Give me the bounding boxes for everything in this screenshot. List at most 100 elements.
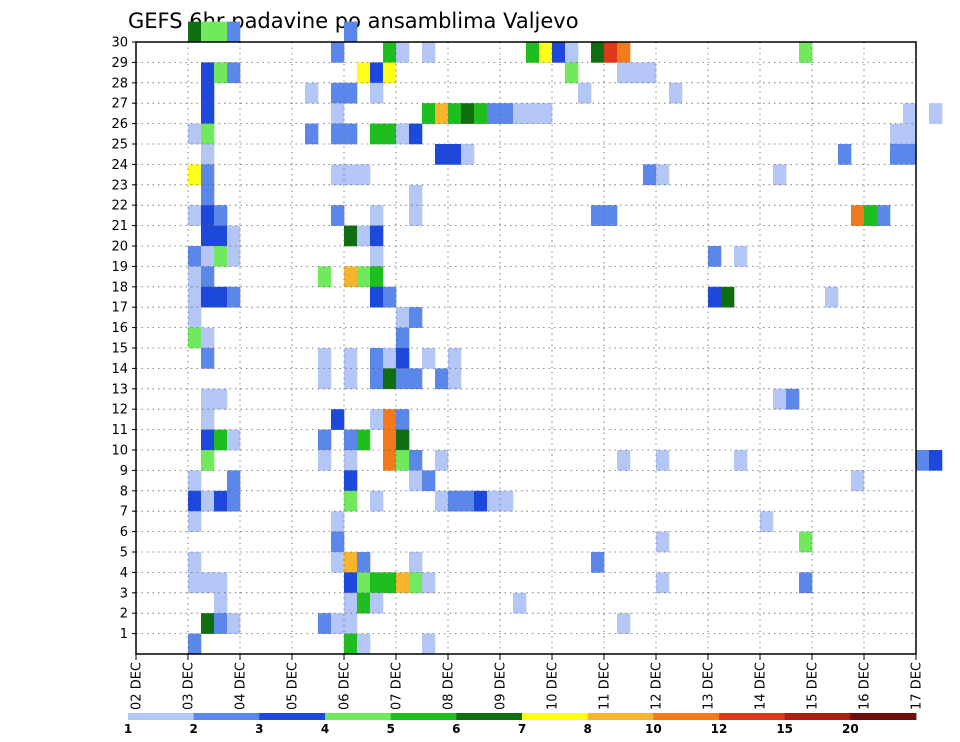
x-tick-label: 09 DEC (494, 662, 509, 710)
heatmap-cell (617, 450, 631, 471)
heatmap-cell (331, 42, 345, 63)
y-tick-label: 20 (111, 240, 128, 255)
heatmap-cell (214, 21, 228, 43)
heatmap-cell (851, 470, 865, 492)
heatmap-cell (227, 62, 241, 84)
heatmap-cell (188, 490, 202, 512)
heatmap-cell (422, 572, 436, 594)
heatmap-cell (318, 429, 332, 451)
heatmap-cell (188, 123, 202, 145)
heatmap-cell (396, 348, 410, 369)
x-tick-label: 08 DEC (442, 662, 457, 710)
heatmap-cell (214, 205, 228, 226)
heatmap-cell (409, 368, 423, 390)
y-tick-label: 4 (120, 566, 128, 581)
y-tick-label: 9 (120, 464, 128, 479)
x-tick-label: 04 DEC (234, 662, 249, 710)
heatmap-cell (214, 490, 228, 512)
heatmap-cell (188, 633, 202, 655)
x-tick-label: 13 DEC (702, 662, 717, 710)
colorbar-label: 5 (386, 722, 394, 736)
heatmap-cell (214, 388, 228, 410)
heatmap-cell (201, 21, 215, 43)
heatmap-cell (370, 286, 384, 308)
heatmap-cell (318, 613, 332, 634)
x-tick-label: 10 DEC (546, 662, 561, 710)
heatmap-cell (383, 409, 397, 430)
heatmap-cell (188, 307, 202, 328)
colorbar-swatch (325, 713, 392, 720)
heatmap-cell (331, 531, 345, 553)
y-tick-label: 14 (111, 362, 128, 377)
heatmap-cell (331, 613, 345, 634)
heatmap-cell (201, 103, 215, 124)
heatmap-cell (864, 205, 878, 226)
heatmap-cell (422, 42, 436, 63)
heatmap-cell (344, 592, 358, 614)
heatmap-cell (201, 572, 215, 594)
y-tick-label: 26 (111, 117, 128, 132)
heatmap-cell (357, 266, 371, 288)
x-tick-label: 06 DEC (338, 662, 353, 710)
heatmap-cell (370, 82, 384, 104)
heatmap-cell (214, 572, 228, 594)
heatmap-cell (513, 592, 527, 614)
heatmap-cell (643, 164, 657, 186)
heatmap-cell (227, 613, 241, 634)
heatmap-cell (396, 327, 410, 349)
colorbar-swatch (259, 713, 326, 720)
heatmap-cell (383, 42, 397, 63)
heatmap-cell (227, 490, 241, 512)
y-tick-label: 19 (111, 260, 128, 275)
heatmap-cell (201, 123, 215, 145)
heatmap-cell (331, 123, 345, 145)
y-tick-label: 8 (120, 484, 128, 499)
colorbar-swatch (390, 713, 457, 720)
heatmap-cell (669, 82, 683, 104)
heatmap-cell (331, 552, 345, 573)
heatmap-cell (734, 246, 748, 267)
heatmap-cell (227, 246, 241, 267)
heatmap-cell (305, 82, 319, 104)
heatmap-cell (591, 552, 605, 573)
x-tick-label: 11 DEC (598, 662, 613, 710)
heatmap-cell (604, 205, 618, 226)
heatmap-cell (188, 164, 202, 186)
heatmap-cell (201, 409, 215, 430)
heatmap-cell (422, 470, 436, 492)
y-tick-label: 30 (111, 36, 128, 51)
heatmap-cell (188, 21, 202, 43)
heatmap-cell (409, 205, 423, 226)
heatmap-cell (331, 409, 345, 430)
colorbar-label: 3 (255, 722, 263, 736)
x-tick-label: 12 DEC (650, 662, 665, 710)
heatmap-cell (526, 42, 540, 63)
y-tick-label: 28 (111, 76, 128, 91)
y-tick-label: 21 (111, 219, 128, 234)
heatmap-cell (435, 450, 449, 471)
heatmap-cell (409, 307, 423, 328)
y-tick-label: 2 (120, 607, 128, 622)
y-tick-label: 15 (111, 342, 128, 357)
heatmap-cell (344, 368, 358, 390)
heatmap-cell (409, 572, 423, 594)
heatmap-cell (799, 531, 813, 553)
heatmap-cells (188, 21, 943, 655)
heatmap-cell (214, 62, 228, 84)
heatmap-cell (344, 21, 358, 43)
heatmap-cell (448, 368, 462, 390)
x-tick-label: 03 DEC (182, 662, 197, 710)
colorbar-swatch (784, 713, 851, 720)
heatmap-cell (474, 490, 488, 512)
heatmap-cell (617, 42, 631, 63)
heatmap-cell (383, 348, 397, 369)
heatmap-cell (409, 470, 423, 492)
heatmap-cell (188, 470, 202, 492)
x-tick-label: 16 DEC (858, 662, 873, 710)
heatmap-cell (461, 144, 475, 165)
heatmap-cell (201, 246, 215, 267)
heatmap-cell (656, 572, 670, 594)
heatmap-cell (409, 123, 423, 145)
heatmap-cell (344, 490, 358, 512)
heatmap-cell (656, 164, 670, 186)
